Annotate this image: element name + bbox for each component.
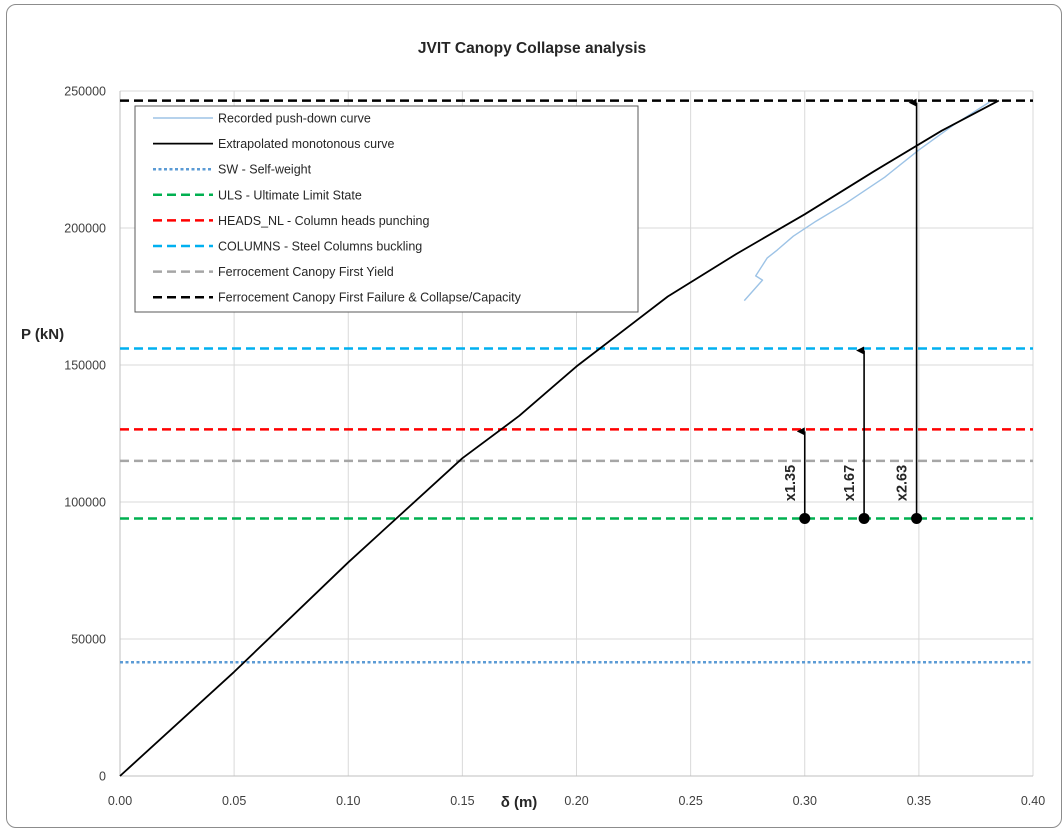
ratio-arrow-base (911, 512, 923, 524)
y-tick-label: 250000 (64, 85, 106, 99)
y-tick-label: 50000 (71, 633, 106, 647)
ratio-label: x2.63 (895, 465, 911, 501)
x-tick-label: 0.15 (450, 794, 474, 808)
ratio-label: x1.35 (783, 465, 799, 501)
curves (119, 99, 1000, 777)
ratio-label: x1.67 (842, 465, 858, 501)
legend-box (134, 105, 639, 313)
y-tick-label: 150000 (64, 359, 106, 373)
ratio-annotations: x1.35 x1.67 x2.63 (783, 98, 923, 524)
threshold-lines (120, 99, 1033, 664)
ratio-arrow-base (858, 512, 870, 524)
series-recorded-push-down-curve (743, 101, 990, 302)
legend-entry: Ferrocement Canopy First Yield (218, 265, 394, 279)
x-tick-label: 0.05 (222, 794, 246, 808)
x-axis-label: δ (m) (501, 794, 538, 811)
legend-entry: COLUMNS - Steel Columns buckling (218, 240, 422, 254)
y-tick-label: 100000 (64, 496, 106, 510)
x-tick-label: 0.20 (564, 794, 588, 808)
x-tick-label: 0.35 (907, 794, 931, 808)
x-tick-label: 0.00 (108, 794, 132, 808)
y-tick-label: 0 (99, 770, 106, 784)
y-tick-label: 200000 (64, 222, 106, 236)
legend-entry: SW - Self-weight (218, 163, 312, 177)
legend-entry: Recorded push-down curve (218, 112, 371, 126)
x-tick-label: 0.10 (336, 794, 360, 808)
axes: 0.00 0.05 0.10 0.15 0.20 0.25 0.30 0.35 0.40 0 500… (64, 85, 1045, 809)
legend-entry: Ferrocement Canopy First Failure & Colla… (218, 291, 522, 305)
x-tick-label: 0.25 (678, 794, 702, 808)
x-tick-label: 0.30 (793, 794, 817, 808)
x-tick-label: 0.40 (1021, 794, 1045, 808)
legend-entry: ULS - Ultimate Limit State (218, 188, 362, 202)
chart-title: JVIT Canopy Collapse analysis (418, 40, 646, 57)
legend-entry: Extrapolated monotonous curve (218, 137, 395, 151)
series-extrapolated-monotonous-curve (119, 99, 1000, 777)
y-axis-label: P (kN) (21, 326, 64, 343)
legend: Recorded push-down curve Extrapolated mon… (134, 105, 639, 313)
legend-entry: HEADS_NL - Column heads punching (218, 214, 430, 228)
ratio-arrow-base (799, 512, 811, 524)
